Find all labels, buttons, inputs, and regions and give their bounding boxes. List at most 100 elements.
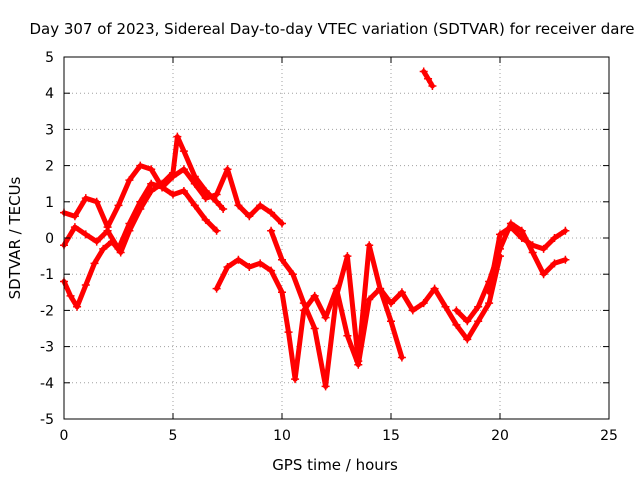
data-point xyxy=(147,179,156,188)
data-point xyxy=(116,248,125,257)
x-tick-label: 20 xyxy=(491,428,509,444)
data-point xyxy=(428,81,437,90)
data-point xyxy=(506,223,515,232)
data-point xyxy=(365,241,374,250)
data-point xyxy=(321,313,330,322)
series-middle-track xyxy=(61,181,220,252)
data-point xyxy=(550,259,559,268)
data-point xyxy=(288,270,297,279)
data-point xyxy=(179,165,188,174)
data-point xyxy=(387,299,395,308)
y-tick-label: 3 xyxy=(45,122,54,138)
data-point xyxy=(539,270,548,279)
data-point xyxy=(147,165,156,174)
data-point xyxy=(452,306,461,315)
data-point xyxy=(190,201,199,210)
grid xyxy=(64,57,609,419)
data-point xyxy=(256,201,265,210)
data-point xyxy=(485,299,494,308)
y-tick-label: -1 xyxy=(40,267,54,283)
x-tick-label: 25 xyxy=(600,428,618,444)
data-point xyxy=(441,302,450,311)
x-tick-label: 10 xyxy=(273,428,291,444)
x-tick-label: 5 xyxy=(169,428,178,444)
data-point xyxy=(136,205,145,214)
series-evening-track xyxy=(214,253,503,382)
data-point xyxy=(267,226,276,235)
data-point xyxy=(212,284,221,293)
data-point xyxy=(299,299,308,308)
data-series xyxy=(60,67,570,391)
data-point xyxy=(223,165,232,174)
data-point xyxy=(278,219,286,228)
data-point xyxy=(179,186,188,195)
data-point xyxy=(463,335,472,344)
y-tick-label: 5 xyxy=(45,50,54,66)
data-point xyxy=(452,320,461,329)
data-point xyxy=(81,281,90,290)
data-point xyxy=(343,252,352,261)
data-point xyxy=(321,382,330,391)
y-tick-label: -5 xyxy=(40,412,54,428)
data-point xyxy=(284,328,293,337)
data-point xyxy=(397,353,406,362)
data-point xyxy=(190,172,199,181)
data-point xyxy=(169,168,177,177)
data-point xyxy=(496,230,504,239)
data-point xyxy=(234,255,243,264)
data-point xyxy=(173,132,182,141)
data-point xyxy=(310,291,319,300)
data-point xyxy=(485,288,494,297)
data-point xyxy=(212,226,221,235)
data-point xyxy=(267,208,276,217)
data-point xyxy=(103,226,112,235)
data-point xyxy=(424,74,433,83)
data-point xyxy=(539,244,548,253)
data-point xyxy=(81,194,90,203)
data-point xyxy=(219,205,228,214)
data-point xyxy=(245,212,254,221)
data-point xyxy=(408,306,417,315)
data-point xyxy=(517,234,526,242)
data-point xyxy=(267,266,276,275)
data-point xyxy=(419,67,428,76)
data-point xyxy=(528,248,537,257)
data-point xyxy=(66,291,75,300)
data-point xyxy=(310,324,319,333)
data-point xyxy=(114,201,123,210)
data-point xyxy=(169,190,177,199)
data-point xyxy=(125,176,134,185)
y-tick-label: -4 xyxy=(40,376,54,392)
data-point xyxy=(125,226,134,235)
data-point xyxy=(463,317,472,326)
chart-title: Day 307 of 2023, Sidereal Day-to-day VTE… xyxy=(29,20,634,38)
data-point xyxy=(201,194,210,203)
series-late-track-b xyxy=(486,224,568,295)
data-point xyxy=(99,244,108,253)
data-point xyxy=(419,299,428,308)
data-point xyxy=(201,186,210,195)
data-point xyxy=(81,230,90,239)
y-axis-label: SDTVAR / TECUs xyxy=(6,176,24,299)
data-point xyxy=(234,201,243,210)
data-point xyxy=(212,197,221,206)
data-point xyxy=(245,262,254,271)
series-lower-track xyxy=(61,134,226,310)
data-point xyxy=(256,259,265,268)
data-point xyxy=(73,302,82,311)
data-point xyxy=(561,226,570,235)
data-point xyxy=(528,241,537,250)
data-point xyxy=(158,179,167,188)
data-point xyxy=(70,223,79,232)
data-point xyxy=(332,291,341,300)
x-axis-label: GPS time / hours xyxy=(272,456,398,474)
data-point xyxy=(550,234,559,242)
data-point xyxy=(92,237,101,246)
data-point xyxy=(147,186,156,195)
y-tick-label: 1 xyxy=(45,195,54,211)
data-point xyxy=(107,237,116,246)
data-point xyxy=(561,255,570,264)
data-point xyxy=(397,288,406,297)
